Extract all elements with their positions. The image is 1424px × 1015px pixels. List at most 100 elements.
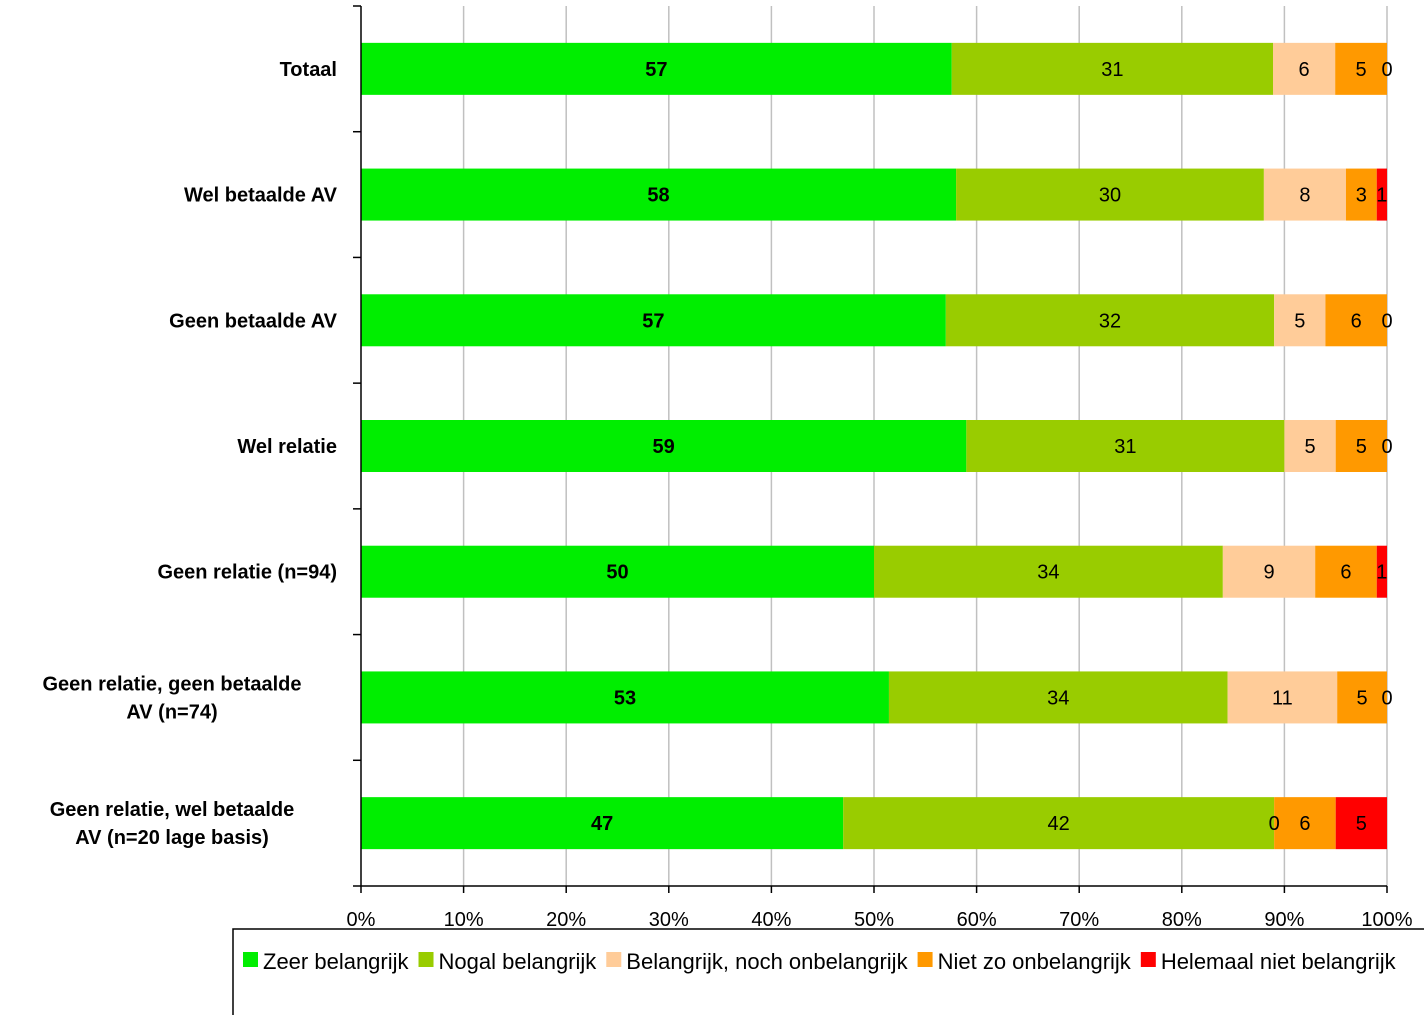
- x-tick-label: 50%: [854, 909, 894, 931]
- data-label: 0: [1381, 59, 1392, 81]
- bar-segment: [1337, 671, 1387, 724]
- data-label: 0: [1381, 436, 1392, 458]
- x-tick-label: 30%: [649, 909, 689, 931]
- data-label: 6: [1351, 310, 1362, 332]
- data-label: 53: [614, 687, 636, 709]
- data-label: 5: [1356, 436, 1367, 458]
- category-label: Geen relatie, wel betaalde: [50, 799, 295, 821]
- bar-segment: [888, 671, 1228, 724]
- data-label: 5: [1357, 687, 1368, 709]
- legend-label: Helemaal niet belangrijk: [1161, 949, 1397, 974]
- data-label: 6: [1299, 59, 1310, 81]
- data-label: 5: [1356, 59, 1367, 81]
- bar-segment: [1335, 797, 1387, 850]
- legend-swatch: [418, 952, 434, 967]
- bar-segment: [361, 294, 946, 347]
- x-tick-label: 80%: [1162, 909, 1202, 931]
- bar-segment: [966, 420, 1285, 472]
- data-label: 9: [1263, 562, 1274, 584]
- x-tick-label: 60%: [957, 909, 997, 931]
- legend-label: Nogal belangrijk: [439, 949, 598, 974]
- bar-segment: [361, 545, 874, 598]
- category-label: Geen betaalde AV: [169, 310, 337, 332]
- bar-segment: [951, 42, 1273, 95]
- data-label: 57: [642, 310, 664, 332]
- data-label: 5: [1356, 813, 1367, 835]
- data-label: 47: [591, 813, 613, 835]
- x-tick-label: 10%: [444, 909, 484, 931]
- bar-segment: [361, 671, 889, 724]
- category-label: Geen relatie (n=94): [157, 562, 337, 584]
- bar-segment: [945, 294, 1275, 347]
- x-tick-label: 40%: [751, 909, 791, 931]
- legend-swatch: [917, 952, 933, 967]
- data-label: 8: [1299, 185, 1310, 207]
- x-tick-label: 20%: [546, 909, 586, 931]
- data-label: 31: [1101, 59, 1123, 81]
- data-label: 11: [1272, 687, 1293, 709]
- x-tick-label: 90%: [1264, 909, 1304, 931]
- legend-swatch: [243, 952, 258, 967]
- data-label: 5: [1304, 436, 1315, 458]
- category-label: Totaal: [280, 59, 337, 81]
- bar-segment: [1376, 168, 1387, 221]
- bar-segment: [1284, 420, 1336, 472]
- bar-segment: [361, 168, 957, 221]
- bar-segment: [1335, 420, 1387, 472]
- data-label: 1: [1376, 562, 1387, 584]
- data-label: 30: [1099, 185, 1121, 207]
- bar-segment: [1325, 294, 1387, 347]
- bar-segment: [1335, 42, 1387, 95]
- category-label: Wel relatie: [237, 436, 337, 458]
- bar-segment: [1345, 168, 1377, 221]
- data-label: 50: [606, 562, 628, 584]
- bar-segment: [874, 545, 1223, 598]
- bar-segment: [1376, 545, 1387, 598]
- data-label: 6: [1299, 813, 1310, 835]
- bar-segment: [361, 420, 967, 472]
- bar-segment: [1273, 42, 1336, 95]
- bar-segment: [1227, 671, 1338, 724]
- data-label: 31: [1114, 436, 1136, 458]
- data-label: 0: [1381, 687, 1392, 709]
- data-label: 6: [1340, 562, 1351, 584]
- category-label: Wel betaalde AV: [184, 185, 338, 207]
- bar-segment: [1274, 797, 1336, 850]
- data-label: 34: [1037, 562, 1059, 584]
- data-label: 3: [1356, 185, 1367, 207]
- bar-segment: [361, 797, 844, 850]
- legend: Zeer belangrijk Nogal belangrijk Belangrij…: [232, 928, 1424, 1015]
- legend-swatch: [1140, 952, 1156, 967]
- data-label: 34: [1047, 687, 1069, 709]
- bar-segment: [1222, 545, 1316, 598]
- data-labels: 57 31 6 5 058 30 8 3 157 32 5 6 059 31 5 5 050 34 9 6 153 34 1…: [591, 59, 1393, 835]
- bar-segment: [1263, 168, 1346, 221]
- data-label: 59: [653, 436, 675, 458]
- bar-segment: [361, 42, 952, 95]
- legend-label: Niet zo onbelangrijk: [938, 949, 1132, 974]
- data-label: 32: [1099, 310, 1121, 332]
- x-tick-label: 100%: [1361, 909, 1412, 931]
- bar-segment: [1274, 294, 1326, 347]
- data-label: 57: [645, 59, 667, 81]
- legend-box: [232, 928, 1424, 1015]
- data-label: 0: [1269, 813, 1280, 835]
- bar-segment: [956, 168, 1264, 221]
- legend-label: Belangrijk, noch onbelangrijk: [626, 949, 908, 974]
- legend-swatch: [606, 952, 622, 967]
- data-label: 1: [1376, 185, 1387, 207]
- legend-label: Zeer belangrijk: [263, 949, 410, 974]
- x-tick-label: 70%: [1059, 909, 1099, 931]
- data-label: 58: [647, 185, 669, 207]
- x-tick-label: 0%: [347, 909, 376, 931]
- category-label: AV (n=20 lage basis): [75, 827, 269, 849]
- category-label: Geen relatie, geen betaalde: [43, 673, 302, 695]
- category-label: AV (n=74): [126, 701, 217, 723]
- bar-segment: [843, 797, 1275, 850]
- axes: 0% 10% 20% 30% 40% 50% 60% 70% 80% 90% 100% Totaal W…: [43, 5, 1413, 931]
- data-label: 5: [1294, 310, 1305, 332]
- bars: [361, 42, 1387, 850]
- data-label: 0: [1381, 310, 1392, 332]
- bar-segment: [1315, 545, 1377, 598]
- data-label: 42: [1048, 813, 1070, 835]
